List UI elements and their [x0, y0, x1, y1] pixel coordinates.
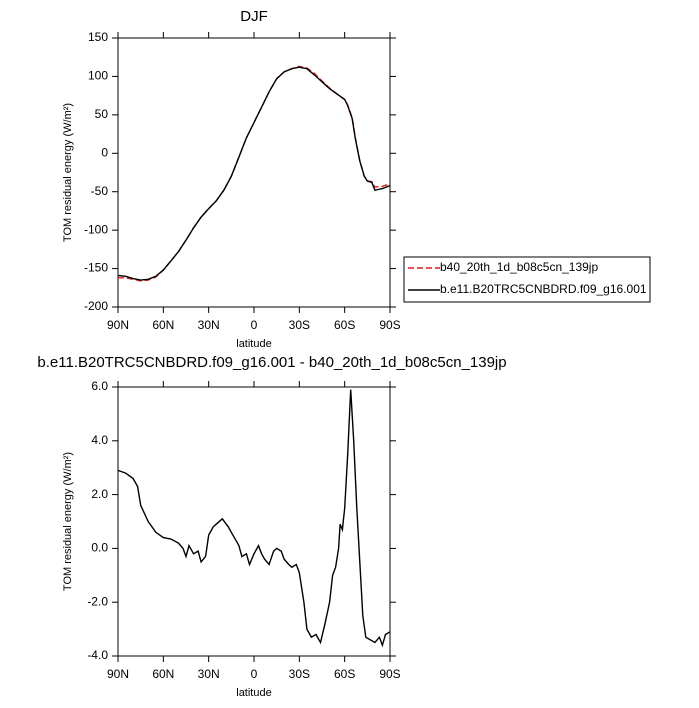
- y-tick-label: 0: [101, 145, 108, 159]
- x-tick-label: 30N: [198, 667, 220, 681]
- legend-label: b40_20th_1d_b08c5cn_139jp: [440, 260, 598, 274]
- x-axis-label: latitude: [236, 687, 271, 699]
- chart-title: DJF: [240, 8, 268, 25]
- y-axis-label: TOM residual energy (W/m²): [62, 452, 74, 591]
- y-tick-label: 0.0: [91, 541, 108, 555]
- y-tick-label: 50: [95, 107, 109, 121]
- y-tick-label: -50: [91, 184, 109, 198]
- x-tick-label: 30S: [289, 667, 310, 681]
- y-tick-label: 4.0: [91, 433, 108, 447]
- series-line: [117, 66, 391, 281]
- x-tick-label: 0: [251, 667, 258, 681]
- x-tick-label: 30S: [289, 318, 310, 332]
- y-tick-label: -100: [84, 222, 108, 236]
- x-axis-label: latitude: [236, 338, 271, 350]
- x-tick-label: 90N: [107, 667, 129, 681]
- x-tick-label: 60N: [152, 318, 174, 332]
- y-tick-label: -4.0: [87, 648, 108, 662]
- x-tick-label: 60N: [152, 667, 174, 681]
- y-tick-label: -2.0: [87, 594, 108, 608]
- legend-label: b.e11.B20TRC5CNBDRD.f09_g16.001: [440, 282, 647, 296]
- x-tick-label: 0: [251, 318, 258, 332]
- plot-frame: [117, 37, 391, 308]
- chart-title: b.e11.B20TRC5CNBDRD.f09_g16.001 - b40_20…: [37, 354, 506, 371]
- x-tick-label: 60S: [334, 667, 355, 681]
- x-tick-label: 60S: [334, 318, 355, 332]
- y-axis-label: TOM residual energy (W/m²): [62, 103, 74, 242]
- legend-box: [403, 256, 651, 303]
- x-tick-label: 30N: [198, 318, 220, 332]
- y-tick-label: 6.0: [91, 379, 108, 393]
- y-tick-label: 150: [88, 30, 108, 44]
- x-tick-label: 90S: [379, 667, 400, 681]
- series-line: [117, 389, 391, 648]
- x-tick-label: 90S: [379, 318, 400, 332]
- series-line: [118, 65, 391, 282]
- y-tick-label: 100: [88, 69, 108, 83]
- y-tick-label: -200: [84, 299, 108, 313]
- x-tick-label: 90N: [107, 318, 129, 332]
- y-tick-label: -150: [84, 261, 108, 275]
- y-tick-label: 2.0: [91, 487, 108, 501]
